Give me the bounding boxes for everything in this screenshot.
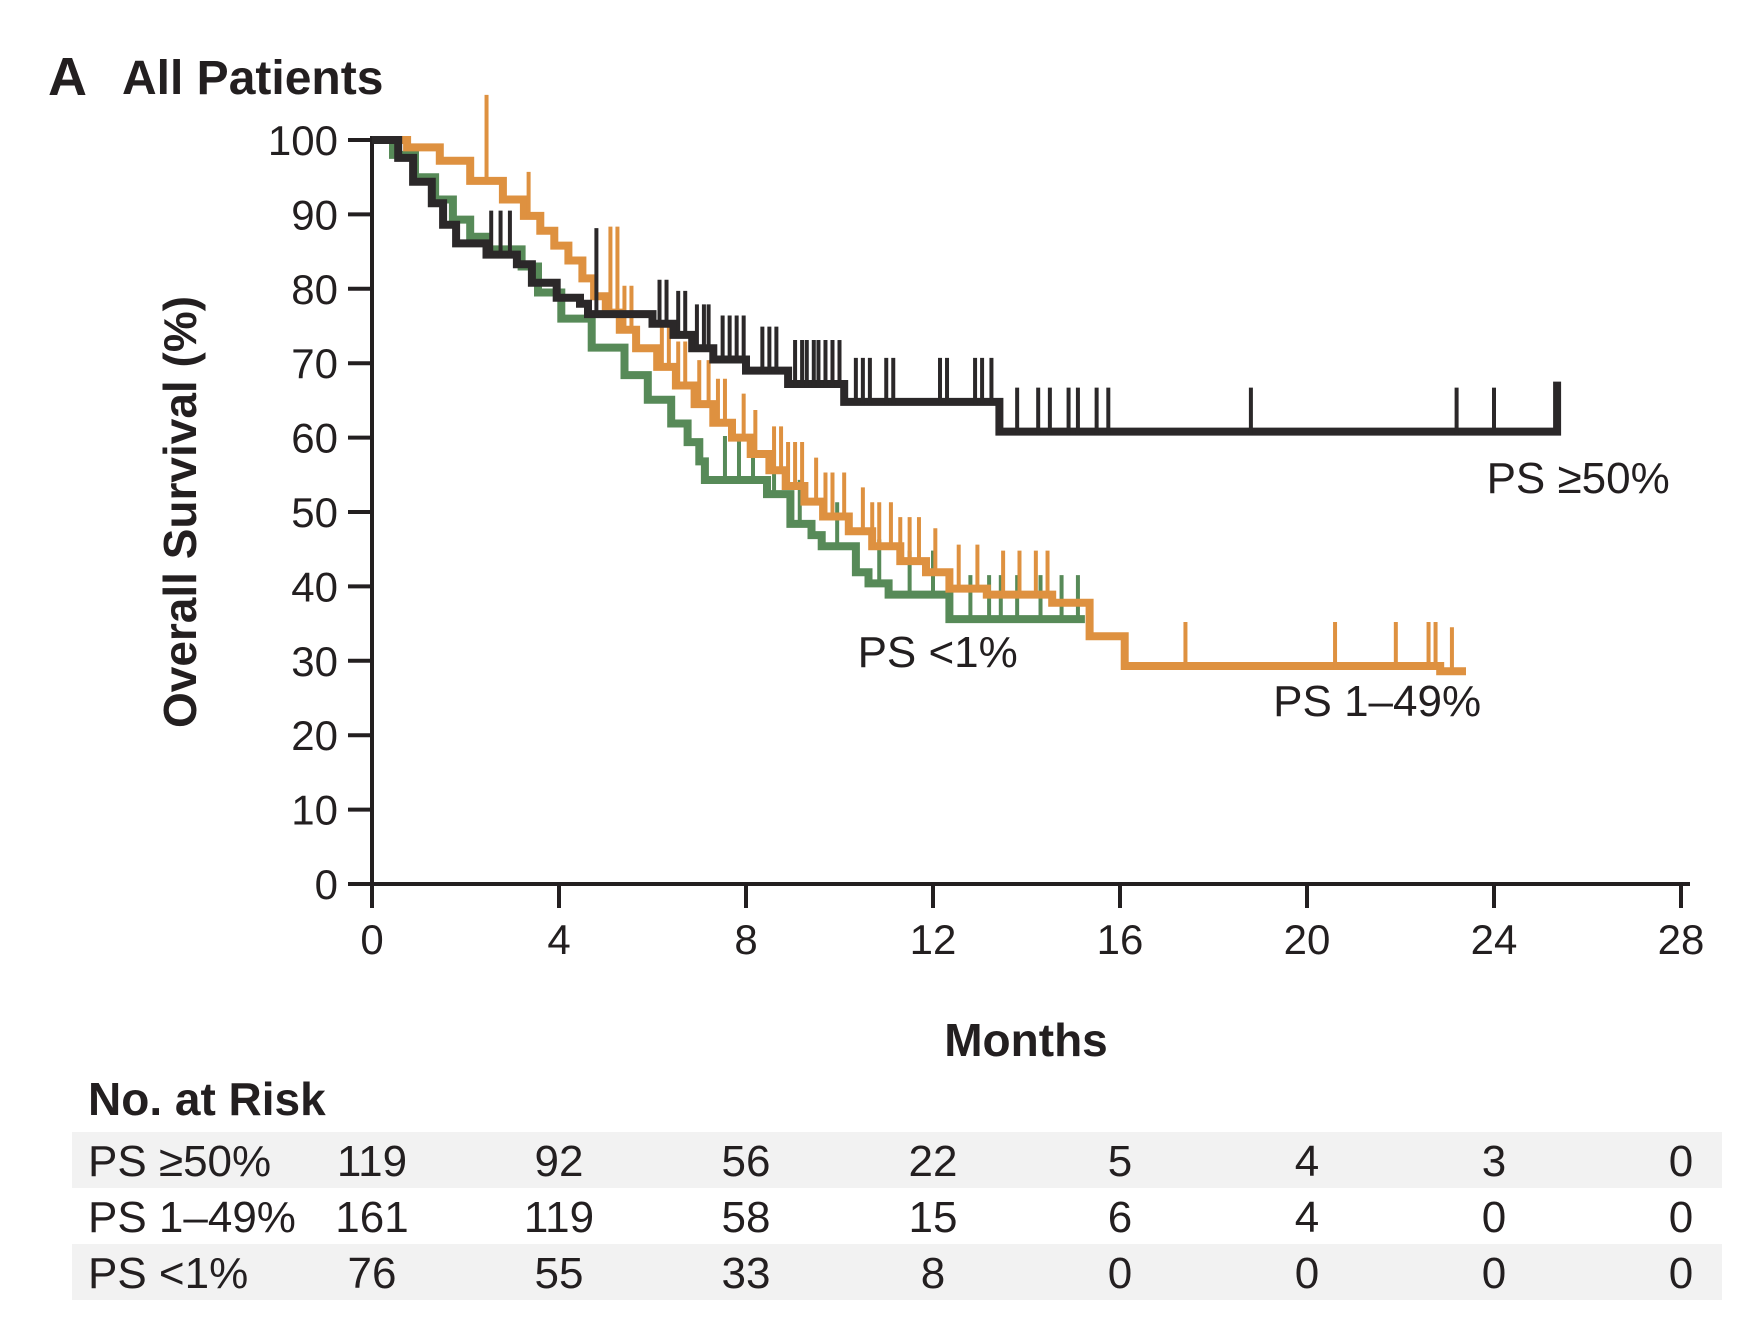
x-tick-label: 28 bbox=[1658, 916, 1705, 963]
risk-count-cell: 4 bbox=[1295, 1137, 1319, 1186]
y-tick-label: 20 bbox=[291, 712, 338, 759]
risk-count-cell: 0 bbox=[1482, 1249, 1506, 1298]
curve-label: PS ≥50% bbox=[1487, 454, 1670, 503]
x-axis: 0 4 8 12 16 20 24 28 bbox=[360, 884, 1704, 963]
y-tick-label: 10 bbox=[291, 787, 338, 834]
y-tick-label: 0 bbox=[315, 861, 338, 908]
survival-curve-ps-1- bbox=[372, 136, 1085, 624]
risk-count-cell: 92 bbox=[535, 1137, 584, 1186]
y-tick-label: 100 bbox=[268, 117, 338, 164]
x-tick-label: 20 bbox=[1284, 916, 1331, 963]
risk-count-cell: 58 bbox=[722, 1193, 771, 1242]
curve-label: PS <1% bbox=[858, 628, 1018, 677]
x-tick-label: 8 bbox=[734, 916, 757, 963]
risk-count-cell: 55 bbox=[535, 1249, 584, 1298]
x-axis-title: Months bbox=[944, 1014, 1108, 1066]
risk-count-cell: 56 bbox=[722, 1137, 771, 1186]
risk-count-cell: 0 bbox=[1669, 1193, 1693, 1242]
risk-count-cell: 76 bbox=[348, 1249, 397, 1298]
risk-count-cell: 5 bbox=[1108, 1137, 1132, 1186]
x-tick-label: 4 bbox=[547, 916, 570, 963]
y-tick-label: 60 bbox=[291, 415, 338, 462]
risk-count-cell: 22 bbox=[909, 1137, 958, 1186]
risk-count-cell: 33 bbox=[722, 1249, 771, 1298]
risk-count-cell: 6 bbox=[1108, 1193, 1132, 1242]
y-tick-label: 40 bbox=[291, 563, 338, 610]
risk-count-cell: 0 bbox=[1669, 1249, 1693, 1298]
survival-curve-ps-50- bbox=[372, 136, 1562, 436]
risk-table: PS ≥50% 119 92 56 22 5 4 3 0 PS 1–49% 161 119 58 15 6 4… bbox=[88, 1137, 1693, 1298]
panel-letter: A bbox=[48, 47, 87, 107]
risk-row-band-3 bbox=[72, 1244, 1722, 1300]
page-title: All Patients bbox=[122, 52, 383, 105]
y-tick-label: 80 bbox=[291, 266, 338, 313]
risk-table-header: No. at Risk bbox=[88, 1073, 326, 1125]
risk-row-label: PS <1% bbox=[88, 1249, 248, 1298]
y-tick-label: 50 bbox=[291, 489, 338, 536]
y-axis-title: Overall Survival (%) bbox=[154, 296, 206, 728]
risk-count-cell: 15 bbox=[909, 1193, 958, 1242]
curve-labels: PS ≥50% PS 1–49% PS <1% bbox=[858, 454, 1670, 726]
risk-row-band-1 bbox=[72, 1132, 1722, 1188]
x-tick-label: 12 bbox=[910, 916, 957, 963]
risk-count-cell: 4 bbox=[1295, 1193, 1319, 1242]
survival-curve-ps-1-49- bbox=[372, 136, 1466, 676]
y-axis: 0 10 20 30 40 50 60 70 80 90 100 bbox=[268, 117, 372, 908]
risk-count-cell: 119 bbox=[524, 1193, 594, 1242]
risk-count-cell: 0 bbox=[1482, 1193, 1506, 1242]
x-tick-label: 16 bbox=[1097, 916, 1144, 963]
survival-curves bbox=[372, 94, 1562, 676]
risk-count-cell: 161 bbox=[335, 1193, 408, 1242]
y-tick-label: 90 bbox=[291, 191, 338, 238]
x-tick-label: 0 bbox=[360, 916, 383, 963]
risk-count-cell: 8 bbox=[921, 1249, 945, 1298]
risk-row-label: PS 1–49% bbox=[88, 1193, 296, 1242]
risk-count-cell: 119 bbox=[337, 1137, 407, 1186]
risk-count-cell: 0 bbox=[1108, 1249, 1132, 1298]
risk-row-label: PS ≥50% bbox=[88, 1137, 271, 1186]
y-tick-label: 30 bbox=[291, 638, 338, 685]
y-tick-label: 70 bbox=[291, 340, 338, 387]
x-tick-label: 24 bbox=[1471, 916, 1518, 963]
risk-count-cell: 3 bbox=[1482, 1137, 1506, 1186]
risk-count-cell: 0 bbox=[1669, 1137, 1693, 1186]
risk-count-cell: 0 bbox=[1295, 1249, 1319, 1298]
curve-label: PS 1–49% bbox=[1273, 677, 1481, 726]
